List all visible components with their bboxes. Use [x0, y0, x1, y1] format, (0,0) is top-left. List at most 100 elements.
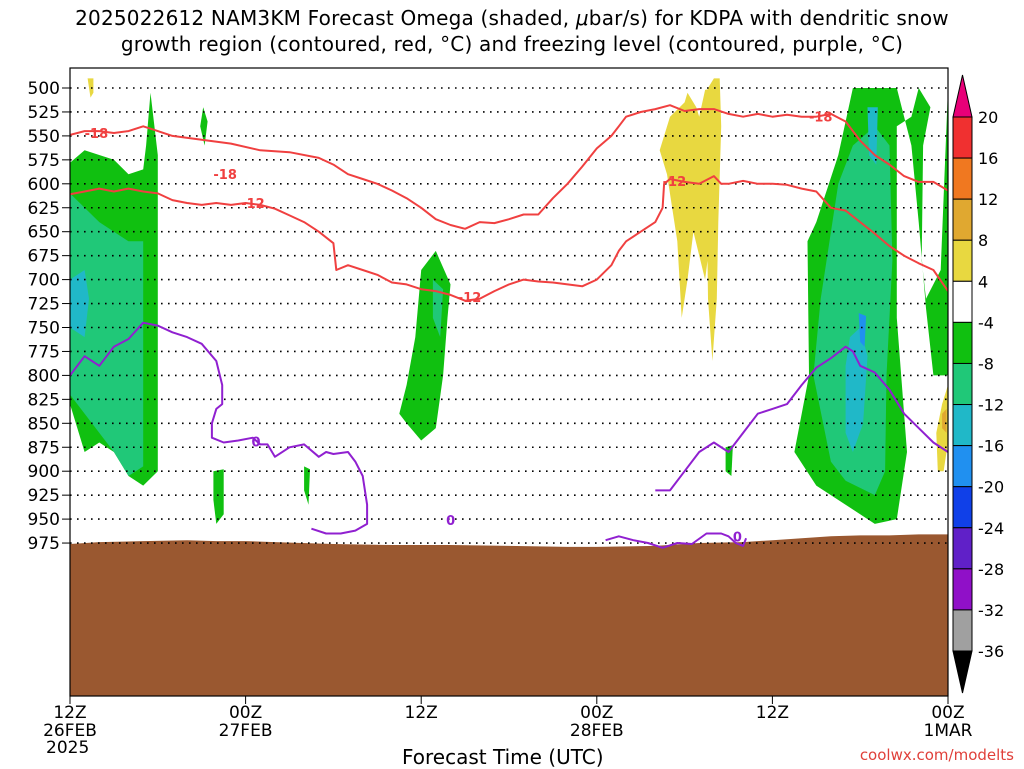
contour-label: -18 [85, 127, 109, 142]
omega-region [432, 279, 444, 338]
plot-frame [69, 67, 949, 697]
chart-title-line1: 2025022612 NAM3KM Forecast Omega (shaded… [0, 6, 1024, 30]
colorbar-label: 4 [978, 272, 988, 291]
colorbar-swatch [952, 568, 973, 611]
omega-shading-layer [70, 78, 948, 524]
omega-region [725, 445, 733, 476]
title-part-a: 2025022612 NAM3KM Forecast Omega (shaded… [75, 6, 576, 30]
omega-region [304, 466, 310, 505]
contour-line [70, 104, 948, 230]
colorbar-swatch [952, 445, 973, 488]
omega-region [87, 78, 94, 98]
omega-region [813, 126, 893, 496]
contour-label: 0 [251, 436, 260, 451]
colorbar-label: 12 [978, 190, 998, 209]
colorbar-label: -12 [978, 396, 1004, 415]
colorbar-swatch [952, 404, 973, 447]
x-tick-date-label: 26FEB [43, 721, 97, 741]
colorbar-swatch [952, 527, 973, 570]
omega-region [659, 88, 717, 318]
y-tick-label: 575 [28, 151, 60, 171]
colorbar-label: -24 [978, 519, 1004, 538]
contour-label: -12 [458, 291, 482, 306]
y-tick-label: 900 [28, 462, 60, 482]
y-tick-label: 925 [28, 486, 60, 506]
y-tick-label: 775 [28, 342, 60, 362]
omega-region [858, 313, 867, 347]
y-tick-label: 500 [28, 79, 60, 99]
contour-label: 0 [446, 514, 455, 529]
colorbar-swatch [952, 362, 973, 406]
colorbar-swatch [952, 486, 973, 529]
y-tick-label: 975 [28, 534, 60, 554]
omega-region [70, 270, 89, 338]
y-tick-label: 850 [28, 414, 60, 434]
omega-region [942, 408, 947, 433]
colorbar-label: 16 [978, 149, 998, 168]
contour-label: -18 [809, 111, 833, 126]
colorbar-label: 8 [978, 231, 988, 250]
contour-line [70, 321, 369, 535]
terrain-fill [70, 534, 948, 696]
omega-region [213, 469, 224, 524]
y-tick-label: 825 [28, 390, 60, 410]
omega-region [706, 78, 722, 362]
contour-line [70, 175, 948, 302]
contour-label: -18 [213, 168, 237, 183]
y-tick-label: 650 [28, 223, 60, 243]
x-tick-label: 00Z [931, 703, 964, 723]
y-tick-label: 875 [28, 438, 60, 458]
colorbar-swatch [952, 239, 973, 282]
colorbar-swatch [952, 609, 973, 652]
y-tick-label: 600 [28, 175, 60, 195]
colorbar-swatch [952, 321, 973, 364]
x-tick-date-label: 27FEB [219, 721, 273, 741]
colorbar-label: -32 [978, 601, 1004, 620]
chart-title-line2: growth region (contoured, red, °C) and f… [120, 32, 904, 56]
contour-line [605, 532, 748, 549]
y-tick-label: 800 [28, 366, 60, 386]
y-tick-label: 725 [28, 295, 60, 315]
colorbar-swatch [952, 198, 973, 241]
title-part-b: bar/s) for KDPA with dendritic snow [588, 6, 949, 30]
y-tick-label: 750 [28, 319, 60, 339]
terrain-layer [70, 534, 948, 696]
colorbar-label: 20 [978, 108, 998, 127]
x-tick-date-label: 1MAR [924, 721, 973, 741]
contour-line [655, 345, 948, 492]
colorbar-label: -16 [978, 437, 1004, 456]
colorbar-swatch [952, 157, 973, 200]
colorbar-label: -20 [978, 478, 1004, 497]
colorbar-label: -36 [978, 642, 1004, 661]
y-axis: 500 525 550 575 600 625 650 675 700 725 750 775 800 8… [28, 79, 70, 554]
year-label: 2025 [46, 738, 90, 758]
credit-link[interactable]: coolwx.com/modelts [859, 746, 1014, 764]
x-tick-label: 12Z [756, 703, 789, 723]
y-tick-label: 550 [28, 127, 60, 147]
contour-label-layer: -18 -18 -12 -12 -12 -18 0 0 0 [85, 111, 833, 546]
x-tick-label: 12Z [405, 703, 438, 723]
contour-layer [70, 104, 948, 549]
colorbar-label: -28 [978, 560, 1004, 579]
contour-label: 0 [733, 530, 742, 545]
colorbar-cap-bottom [952, 650, 973, 694]
x-axis-title: Forecast Time (UTC) [402, 745, 604, 769]
y-tick-label: 525 [28, 103, 60, 123]
title-mu-symbol: μ [575, 6, 589, 30]
colorbar-label: -8 [978, 354, 994, 373]
y-tick-label: 950 [28, 510, 60, 530]
y-tick-label: 625 [28, 199, 60, 219]
x-tick-label: 12Z [53, 703, 86, 723]
y-tick-label: 700 [28, 271, 60, 291]
x-tick-label: 00Z [580, 703, 613, 723]
contour-label: -12 [241, 197, 265, 212]
x-tick-label: 00Z [229, 703, 262, 723]
colorbar-label: -4 [978, 313, 994, 332]
colorbar-swatch [952, 116, 973, 159]
y-tick-label: 675 [28, 247, 60, 267]
omega-region [70, 193, 144, 476]
omega-region [200, 107, 208, 146]
omega-region [845, 327, 868, 452]
